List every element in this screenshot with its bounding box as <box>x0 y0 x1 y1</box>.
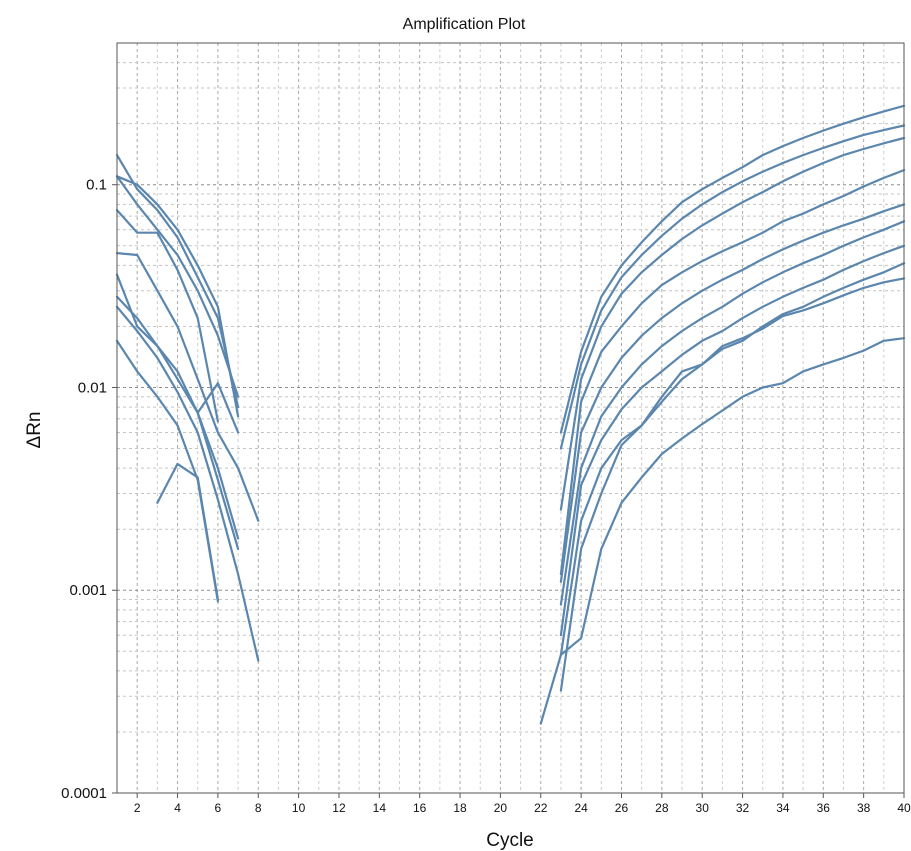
x-tick-label: 26 <box>615 801 629 815</box>
y-tick-label: 0.1 <box>86 177 107 194</box>
series-line-3 <box>115 175 240 398</box>
series-line-21 <box>539 337 906 725</box>
series-line-20 <box>559 277 906 692</box>
x-tick-label: 22 <box>534 801 548 815</box>
series-line-13 <box>559 124 906 450</box>
x-tick-label: 6 <box>215 801 222 815</box>
series-line-17 <box>559 220 906 606</box>
x-tick-label: 4 <box>174 801 181 815</box>
series-line-14 <box>559 136 906 511</box>
series-line-19 <box>559 262 906 657</box>
series-line-15 <box>559 169 906 576</box>
x-tick-label: 16 <box>413 801 427 815</box>
x-tick-label: 8 <box>255 801 262 815</box>
series-line-16 <box>559 203 906 583</box>
chart-title: Amplification Plot <box>403 16 526 33</box>
x-tick-label: 40 <box>897 801 911 815</box>
x-tick-label: 30 <box>696 801 710 815</box>
x-tick-label: 28 <box>655 801 669 815</box>
y-tick-label: 0.001 <box>69 582 107 599</box>
series-line-11 <box>156 462 219 601</box>
x-tick-label: 24 <box>574 801 588 815</box>
x-tick-label: 10 <box>292 801 306 815</box>
x-tick-label: 14 <box>373 801 387 815</box>
series-line-7 <box>115 295 240 551</box>
grid-lines <box>116 42 905 794</box>
series-line-12 <box>559 104 906 434</box>
plot-frame <box>116 42 905 794</box>
series-line-6 <box>115 273 240 540</box>
x-tick-label: 34 <box>776 801 790 815</box>
series-line-8 <box>115 305 260 662</box>
y-tick-label: 0.0001 <box>61 785 107 802</box>
series-layer <box>115 104 906 725</box>
y-tick-label: 0.01 <box>78 379 107 396</box>
x-axis: 2 4 6 8 10 12 14 16 18 20 22 24 26 28 30 32 34 36 38 40 <box>134 793 911 815</box>
y-axis-title: ΔRn <box>24 412 45 449</box>
series-line-4 <box>115 209 219 423</box>
x-tick-label: 38 <box>857 801 871 815</box>
x-tick-label: 32 <box>736 801 750 815</box>
series-line-10 <box>196 382 240 434</box>
x-tick-label: 20 <box>494 801 508 815</box>
series-line-5 <box>115 252 260 522</box>
series-line-18 <box>559 244 906 637</box>
series-line-2 <box>115 154 240 409</box>
x-tick-label: 12 <box>332 801 346 815</box>
y-axis: 0.0001 0.001 0.01 0.1 <box>61 177 117 802</box>
series-line-1 <box>115 175 240 418</box>
x-tick-label: 18 <box>453 801 467 815</box>
x-tick-label: 2 <box>134 801 141 815</box>
x-tick-label: 36 <box>817 801 831 815</box>
x-axis-title: Cycle <box>486 830 534 851</box>
